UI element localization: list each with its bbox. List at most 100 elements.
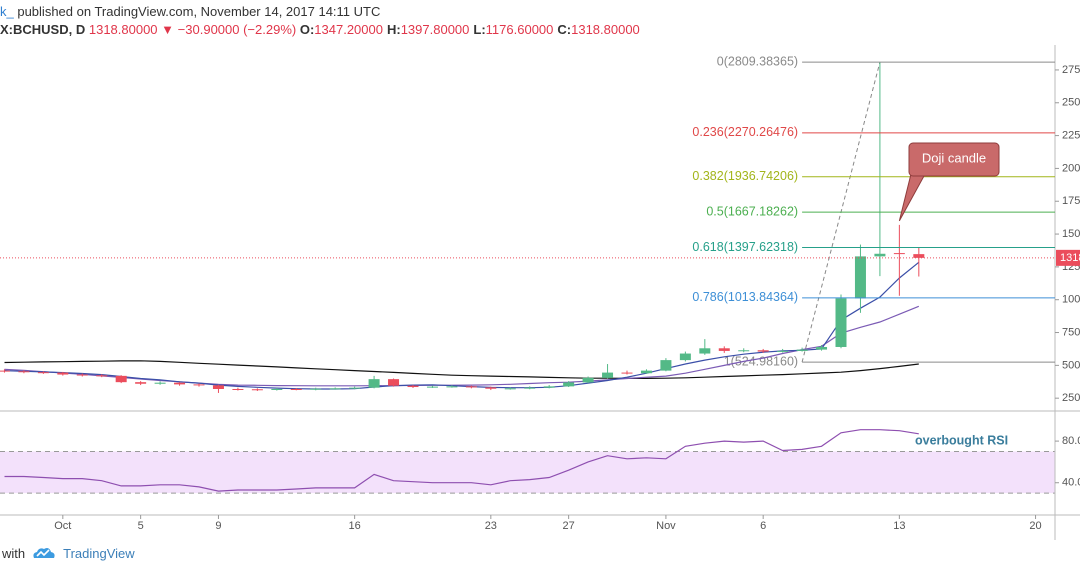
candle-body xyxy=(504,388,516,390)
y-tick-label: 750 xyxy=(1062,326,1080,338)
candle-body xyxy=(738,350,750,352)
last-price-box xyxy=(1056,249,1080,266)
footer-brand[interactable]: TradingView xyxy=(63,545,135,561)
candle-body xyxy=(524,387,536,389)
candle-body xyxy=(602,372,614,378)
y-tick-label: 2750 xyxy=(1062,64,1080,76)
candle-body xyxy=(57,372,69,375)
rsi-band xyxy=(0,451,1055,494)
candle-body xyxy=(115,375,127,383)
y-tick-label: 2250 xyxy=(1062,129,1080,141)
y-tick-label: 250 xyxy=(1062,392,1080,404)
candle-body xyxy=(290,388,302,390)
candle-body xyxy=(0,370,10,372)
symbol: X:BCHUSD, D xyxy=(0,22,86,37)
candle-body xyxy=(660,360,672,371)
candle-body xyxy=(96,375,108,377)
candle-body xyxy=(913,254,925,258)
ohlc: O:1347.20000 H:1397.80000 L:1176.60000 C:13… xyxy=(300,22,644,37)
rsi-tick-label: 80.00 xyxy=(1062,435,1080,447)
fib-label: 1(524.98160) xyxy=(724,354,798,368)
fib-label: 0.5(1667.18262) xyxy=(706,204,798,218)
y-tick-label: 2000 xyxy=(1062,162,1080,174)
candle-body xyxy=(174,382,186,385)
candle-body xyxy=(582,377,594,383)
candle-body xyxy=(212,385,224,389)
candle-body xyxy=(329,388,341,390)
candle-body xyxy=(816,346,828,350)
x-tick-label: 27 xyxy=(563,520,575,532)
x-tick-label: 23 xyxy=(485,520,497,532)
ohlc-value: 1176.60000 xyxy=(485,22,554,37)
ohlc-value: 1397.80000 xyxy=(400,22,470,37)
candle-body xyxy=(893,253,905,255)
candle-body xyxy=(640,370,652,374)
candle-body xyxy=(543,386,555,388)
x-tick-label: 9 xyxy=(215,520,221,532)
x-tick-label: 5 xyxy=(138,520,144,532)
rsi-pane xyxy=(0,429,1055,494)
x-tick-label: Nov xyxy=(656,520,676,532)
author[interactable]: k_ xyxy=(0,4,14,19)
candle-body xyxy=(37,372,49,374)
footer-with: with xyxy=(2,545,26,561)
published: published on TradingView.com, November 1… xyxy=(13,4,381,19)
ohlc-label: H: xyxy=(386,22,401,37)
rsi-annotation: overbought RSI xyxy=(915,433,1008,447)
candle-body xyxy=(874,253,886,257)
candle-body xyxy=(446,386,458,388)
fib-label: 0.382(1936.74206) xyxy=(692,169,798,183)
candle-body xyxy=(835,298,847,347)
arrow: ▼ xyxy=(161,22,175,37)
y-tick-label: 500 xyxy=(1062,359,1080,371)
candle-body xyxy=(154,382,166,384)
fib-label: 0.236(2270.26476) xyxy=(692,125,798,139)
candle-body xyxy=(621,372,633,374)
ma-line xyxy=(4,305,920,387)
candle-body xyxy=(251,389,263,391)
candle-body xyxy=(426,386,438,388)
x-tick-label: 6 xyxy=(760,520,766,532)
fib-label: 0.786(1013.84364) xyxy=(692,290,798,304)
candle-body xyxy=(777,350,789,352)
candle-body xyxy=(349,387,361,389)
rsi-line xyxy=(4,429,919,492)
candle-body xyxy=(271,388,283,390)
y-tick-label: 1500 xyxy=(1062,228,1080,240)
candle-body xyxy=(699,348,711,354)
candle-body xyxy=(18,371,30,373)
fib-label: 0(2809.38365) xyxy=(717,54,798,68)
candle-body xyxy=(407,385,419,388)
x-tick-label: 16 xyxy=(349,520,361,532)
ohlc-value: 1318.80000 xyxy=(571,22,640,37)
ohlc-label: O: xyxy=(299,22,315,37)
candle-body xyxy=(368,379,380,388)
ohlc-label: C: xyxy=(557,22,572,37)
ohlc-label: L: xyxy=(473,22,486,37)
symbol-line: X:BCHUSD, D 1318.80000 ▼ −30.90000 (−2.2… xyxy=(0,22,644,37)
candle-body xyxy=(679,353,691,361)
x-tick-label: 13 xyxy=(893,520,905,532)
candle-body xyxy=(232,388,244,390)
callout-text: Doji candle xyxy=(922,150,986,165)
ma-line xyxy=(4,360,919,379)
candle-body xyxy=(485,387,497,389)
ohlc-value: 1347.20000 xyxy=(314,22,383,37)
fib-label: 0.618(1397.62318) xyxy=(692,240,798,254)
header-line: k_ published on TradingView.com, Novembe… xyxy=(0,4,380,19)
last-price-label: 1318.80000 xyxy=(1060,252,1080,264)
ma-line xyxy=(4,261,920,390)
candle-body xyxy=(563,382,575,387)
callout-box xyxy=(908,142,1000,177)
candle-body xyxy=(796,349,808,351)
candle-body xyxy=(465,386,477,388)
price-pane: 0(2809.38365) 0.236(2270.26476) 0.382(1936… xyxy=(0,54,925,393)
change: −30.90000 (−2.29%) xyxy=(177,22,297,37)
y-tick-label: 1000 xyxy=(1062,294,1080,306)
logo xyxy=(33,548,55,558)
footer: with TradingView xyxy=(2,545,135,561)
y-tick-label: 2500 xyxy=(1062,97,1080,109)
candle-body xyxy=(193,384,205,386)
